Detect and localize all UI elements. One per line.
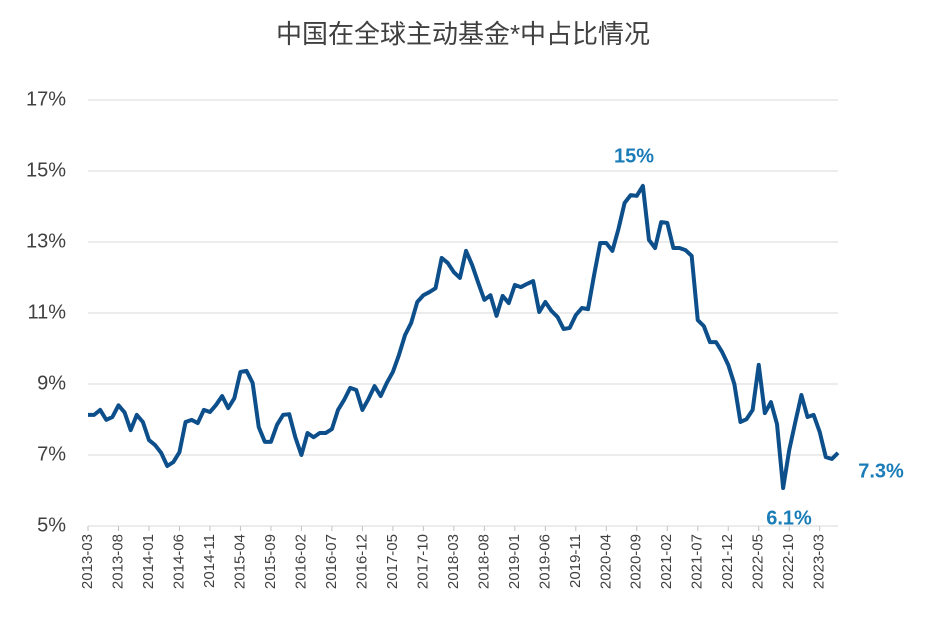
x-tick-label: 2016-02 [292, 534, 309, 589]
x-tick-label: 2019-06 [536, 534, 553, 589]
y-tick-label: 17% [26, 88, 66, 110]
annotation: 15% [614, 145, 654, 167]
x-tick-label: 2014-11 [201, 534, 218, 588]
x-tick-label: 2015-04 [231, 534, 248, 589]
y-tick-label: 7% [37, 443, 66, 465]
x-tick-label: 2018-03 [445, 534, 462, 589]
x-tick-label: 2021-12 [719, 534, 736, 589]
y-tick-label: 5% [37, 514, 66, 536]
x-tick-label: 2018-08 [475, 534, 492, 589]
x-tick-label: 2015-09 [262, 534, 279, 589]
y-tick-label: 9% [37, 372, 66, 394]
x-tick-label: 2013-03 [79, 534, 96, 589]
x-tick-label: 2019-11 [567, 534, 584, 588]
x-tick-label: 2017-10 [414, 534, 431, 589]
y-tick-label: 15% [26, 159, 66, 181]
x-tick-label: 2019-01 [506, 534, 523, 589]
y-tick-label: 13% [26, 230, 66, 252]
x-tick-label: 2014-06 [170, 534, 187, 589]
x-tick-label: 2020-04 [597, 534, 614, 589]
chart-title: 中国在全球主动基金*中占比情况 [276, 19, 650, 49]
x-tick-label: 2023-03 [811, 534, 828, 589]
x-tick-label: 2017-05 [384, 534, 401, 589]
x-tick-label: 2016-07 [323, 534, 340, 589]
x-tick-label: 2016-12 [353, 534, 370, 589]
x-tick-label: 2014-01 [140, 534, 157, 589]
x-tick-label: 2013-08 [109, 534, 126, 589]
x-tick-label: 2021-07 [689, 534, 706, 589]
x-tick-label: 2020-09 [628, 534, 645, 589]
y-tick-label: 11% [27, 301, 66, 323]
annotation: 6.1% [766, 507, 812, 529]
x-tick-label: 2022-10 [780, 534, 797, 589]
data-line [88, 183, 840, 491]
x-tick-label: 2021-02 [658, 534, 675, 589]
annotation: 7.3% [858, 460, 904, 482]
x-tick-label: 2022-05 [750, 534, 767, 589]
